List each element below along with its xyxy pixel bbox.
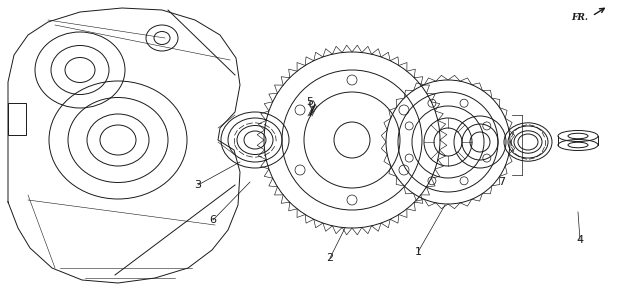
Text: 6: 6 bbox=[209, 215, 216, 225]
Bar bbox=[8, 103, 26, 135]
Text: 3: 3 bbox=[195, 180, 202, 190]
Text: FR.: FR. bbox=[571, 14, 588, 23]
Text: 7: 7 bbox=[499, 177, 506, 187]
Text: 1: 1 bbox=[415, 247, 422, 257]
Text: 2: 2 bbox=[326, 253, 333, 263]
Text: 5: 5 bbox=[307, 97, 314, 107]
Text: 4: 4 bbox=[577, 235, 584, 245]
